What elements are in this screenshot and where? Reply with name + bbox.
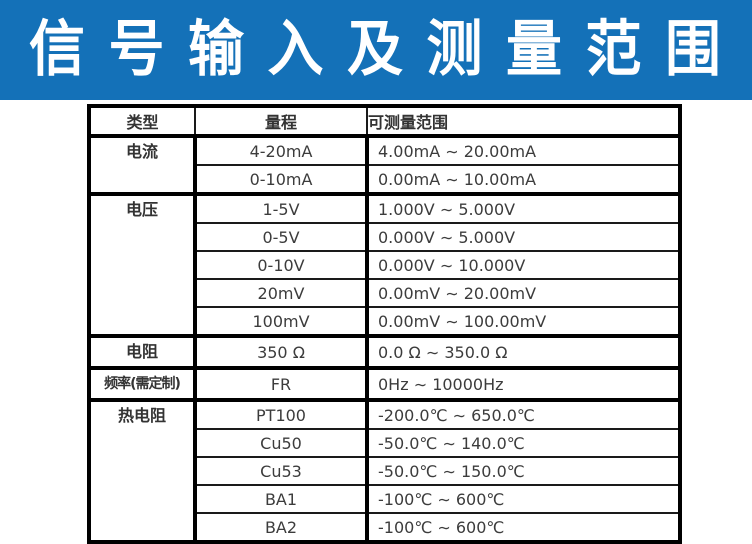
range-cell: 20mV	[193, 278, 369, 308]
table-row: 20mV 0.00mV ∼ 20.00mV	[89, 278, 681, 308]
measurable-cell: -100℃ ∼ 600℃	[365, 512, 681, 543]
range-cell: 0-5V	[193, 222, 369, 252]
range-cell: 4-20mA	[193, 134, 369, 166]
table-row: 电阻 350 Ω 0.0 Ω ∼ 350.0 Ω	[88, 334, 681, 369]
range-cell: Cu53	[193, 456, 369, 486]
table-row: 0-5V 0.000V ∼ 5.000V	[89, 222, 681, 252]
range-cell: PT100	[193, 398, 369, 430]
measurable-cell: -100℃ ∼ 600℃	[365, 484, 681, 514]
table-row: 热电阻 PT100 -200.0℃ ∼ 650.0℃	[88, 398, 681, 543]
measurable-cell: 0Hz ∼ 10000Hz	[365, 366, 681, 401]
table-row: Cu53 -50.0℃ ∼ 150.0℃	[89, 456, 681, 486]
range-cell: 0-10V	[193, 250, 369, 280]
table-row: 电压 1-5V 1.000V ∼ 5.000V	[88, 192, 681, 337]
measurable-cell: 1.000V ∼ 5.000V	[365, 192, 681, 224]
header-row: 类型 量程 可测量范围	[88, 105, 681, 138]
measurable-cell: 0.00mV ∼ 100.00mV	[365, 306, 681, 337]
type-cell-current: 电流	[88, 134, 197, 195]
table-row: BA1 -100℃ ∼ 600℃	[89, 484, 681, 514]
table-row: 0-10mA 0.00mA ∼ 10.00mA	[89, 164, 681, 195]
measurable-cell: 0.000V ∼ 5.000V	[365, 222, 681, 252]
page-title: 信 号 输 入 及 测 量 范 围	[29, 14, 723, 85]
measurable-cell: -50.0℃ ∼ 140.0℃	[365, 428, 681, 458]
range-cell: BA1	[193, 484, 369, 514]
table-row: 0-10V 0.000V ∼ 10.000V	[89, 250, 681, 280]
type-cell-rtd: 热电阻	[88, 398, 197, 543]
range-cell: 1-5V	[193, 192, 369, 224]
table-row: 频率(需定制) FR 0Hz ∼ 10000Hz	[88, 366, 681, 401]
measurable-cell: 4.00mA ∼ 20.00mA	[365, 134, 681, 166]
range-cell: 100mV	[193, 306, 369, 337]
spec-table-wrap: 类型 量程 可测量范围 电流 4-20mA 4.00mA ∼ 20.00mA 0…	[87, 104, 682, 544]
measurable-cell: 0.0 Ω ∼ 350.0 Ω	[365, 334, 681, 369]
range-cell: Cu50	[193, 428, 369, 458]
col-header-type: 类型	[88, 105, 196, 138]
table-row: 电流 4-20mA 4.00mA ∼ 20.00mA	[88, 134, 681, 195]
type-cell-frequency: 频率(需定制)	[88, 366, 197, 401]
title-banner: 信 号 输 入 及 测 量 范 围	[0, 0, 752, 100]
measurable-cell: 0.00mV ∼ 20.00mV	[365, 278, 681, 308]
range-cell: 350 Ω	[193, 334, 369, 369]
col-header-range: 量程	[194, 105, 368, 138]
measurable-cell: -50.0℃ ∼ 150.0℃	[365, 456, 681, 486]
type-cell-resistance: 电阻	[88, 334, 197, 369]
type-cell-voltage: 电压	[88, 192, 197, 337]
signal-spec-table: 类型 量程 可测量范围 电流 4-20mA 4.00mA ∼ 20.00mA 0…	[87, 104, 682, 544]
col-header-measurable: 可测量范围	[366, 105, 681, 138]
range-cell: 0-10mA	[193, 164, 369, 195]
table-row: 100mV 0.00mV ∼ 100.00mV	[89, 306, 681, 337]
range-cell: FR	[193, 366, 369, 401]
measurable-cell: 0.00mA ∼ 10.00mA	[365, 164, 681, 195]
table-row: Cu50 -50.0℃ ∼ 140.0℃	[89, 428, 681, 458]
measurable-cell: -200.0℃ ∼ 650.0℃	[365, 398, 681, 430]
range-cell: BA2	[193, 512, 369, 543]
measurable-cell: 0.000V ∼ 10.000V	[365, 250, 681, 280]
